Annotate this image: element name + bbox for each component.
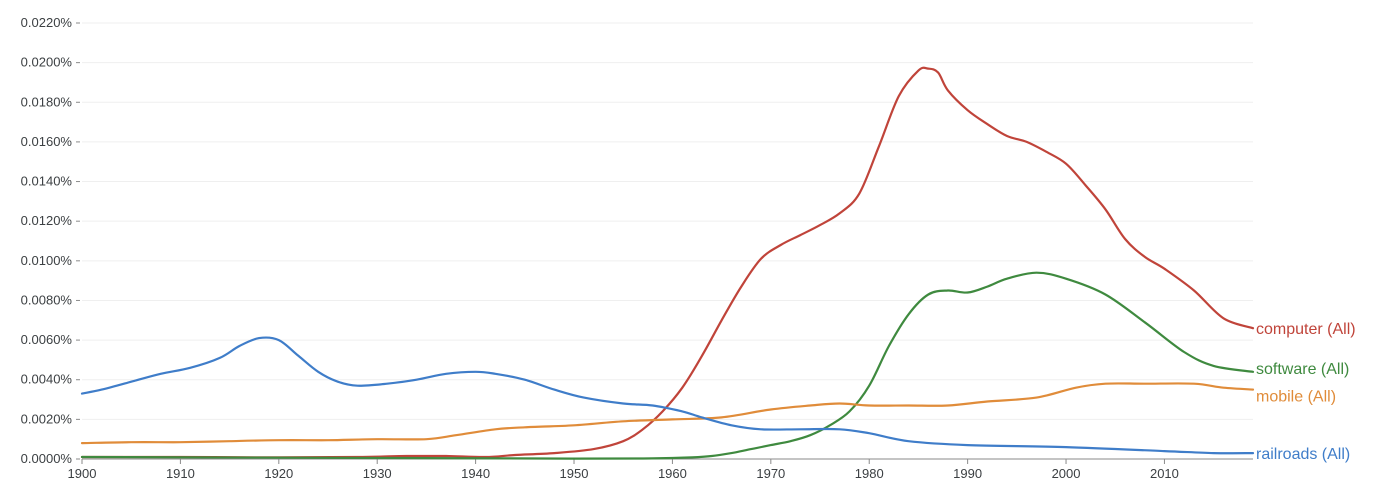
x-tick-label: 1960 (658, 466, 687, 481)
y-tick-label: 0.0020% (21, 411, 73, 426)
y-tick-label: 0.0080% (21, 292, 73, 307)
x-tick-label: 1920 (264, 466, 293, 481)
x-tick-label: 1950 (560, 466, 589, 481)
x-tick-label: 2000 (1052, 466, 1081, 481)
series-line-mobile (80, 382, 1255, 445)
y-tick-label: 0.0180% (21, 94, 73, 109)
y-tick-label: 0.0060% (21, 332, 73, 347)
y-tick-label: 0.0120% (21, 213, 73, 228)
y-tick-label: 0.0000% (21, 451, 73, 466)
x-tick-label: 2010 (1150, 466, 1179, 481)
series-label-computer: computer (All) (1256, 321, 1356, 338)
gridlines (82, 22, 1253, 420)
series-line-computer (80, 66, 1255, 459)
y-tick-label: 0.0040% (21, 372, 73, 387)
x-tick-label: 1990 (953, 466, 982, 481)
x-tick-label: 1900 (68, 466, 97, 481)
y-tick-label: 0.0160% (21, 134, 73, 149)
series-label-software: software (All) (1256, 361, 1349, 378)
axes: 0.0000% 0.0020% 0.0040% 0.0060% 0.0080% 0.010… (21, 15, 1253, 481)
y-tick-label: 0.0220% (21, 15, 73, 30)
x-tick-label: 1970 (756, 466, 785, 481)
x-tick-label: 1940 (461, 466, 490, 481)
series-line-software (80, 271, 1255, 460)
y-tick-label: 0.0140% (21, 174, 73, 189)
y-tick-label: 0.0200% (21, 55, 73, 70)
x-tick-label: 1980 (855, 466, 884, 481)
series-label-mobile: mobile (All) (1256, 389, 1336, 406)
x-tick-label: 1930 (363, 466, 392, 481)
x-tick-label: 1910 (166, 466, 195, 481)
series-labels: computer (All) software (All) mobile (All)… (1256, 321, 1356, 463)
y-tick-label: 0.0100% (21, 253, 73, 268)
series-lines (80, 66, 1255, 460)
series-line-railroads (80, 336, 1255, 455)
series-label-railroads: railroads (All) (1256, 446, 1350, 463)
